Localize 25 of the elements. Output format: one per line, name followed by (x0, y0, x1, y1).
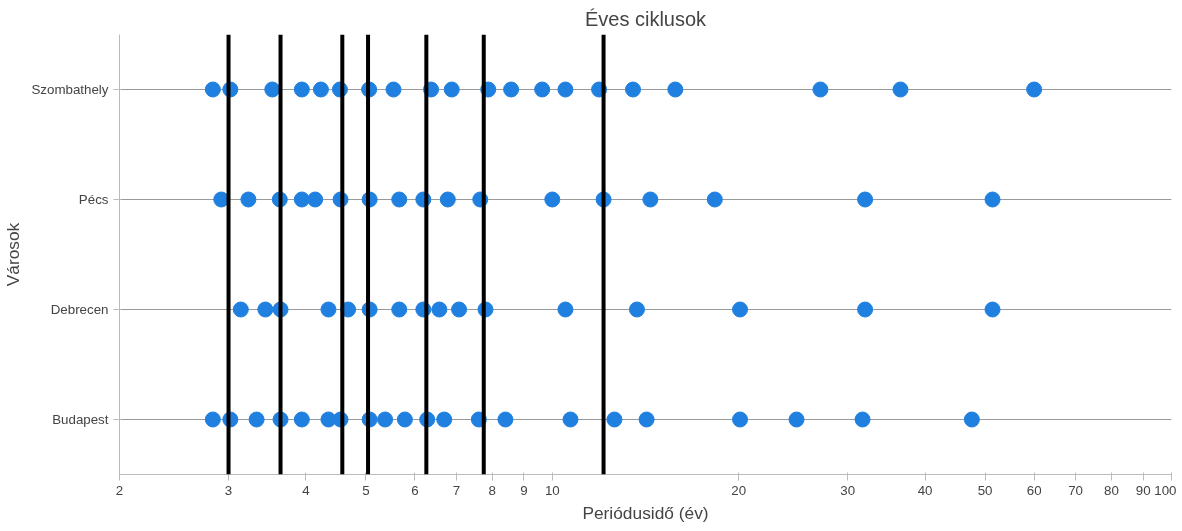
x-axis-title: Periódusidő (év) (582, 502, 709, 523)
x-tick-label: 40 (917, 482, 933, 498)
x-tick-label: 5 (362, 482, 370, 498)
x-tick-label: 90 (1135, 482, 1151, 498)
y-tick-label: Debrecen (50, 302, 109, 317)
chart-title: Éves ciklusok (584, 7, 708, 30)
x-tick-label: 3 (224, 482, 233, 498)
x-tick-label: 30 (840, 482, 856, 498)
x-tick-label: 2 (115, 482, 124, 498)
x-tick-label: 9 (520, 482, 528, 498)
x-tick-label: 80 (1104, 482, 1119, 498)
y-axis-title: Városok (3, 222, 24, 287)
x-tick-label: 20 (731, 482, 747, 498)
x-tick-label: 8 (488, 482, 497, 498)
y-tick-label: Budapest (52, 412, 109, 427)
y-tick-label: Szombathely (31, 82, 109, 97)
x-tick-label: 4 (302, 482, 311, 498)
y-tick-label: Pécs (78, 192, 109, 207)
x-tick-label: 6 (411, 482, 419, 498)
x-tick-label: 60 (1026, 482, 1042, 498)
x-tick-label: 100 (1154, 482, 1177, 498)
x-tick-label: 70 (1068, 482, 1083, 498)
x-tick-label: 7 (452, 482, 461, 498)
x-tick-label: 50 (977, 482, 993, 498)
x-tick-label: 10 (544, 482, 560, 498)
